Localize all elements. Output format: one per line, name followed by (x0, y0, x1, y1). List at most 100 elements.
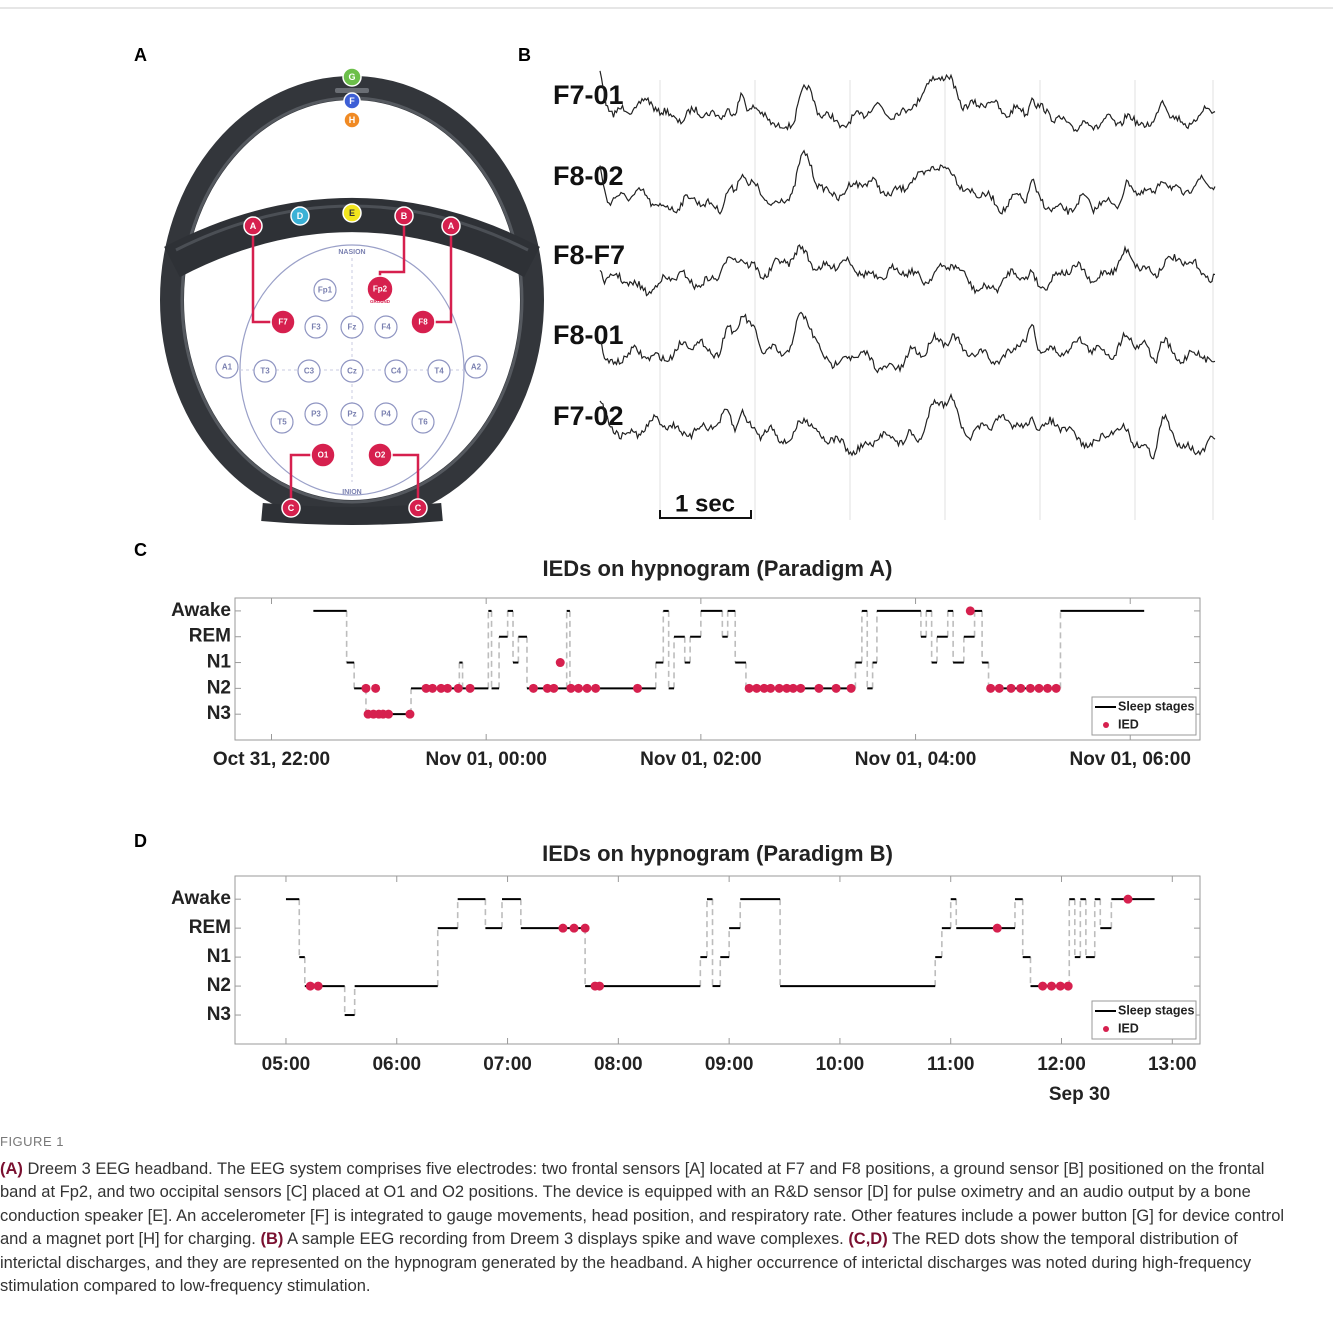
x-tick-label: 09:00 (705, 1054, 754, 1075)
electrode (427, 359, 451, 383)
eeg-trace (599, 311, 1216, 374)
ied-dot (443, 683, 453, 693)
ied-dot (1047, 981, 1057, 991)
plot-frame (234, 597, 1201, 741)
ied-dot (1055, 981, 1065, 991)
channel-label: F7-01 (553, 80, 624, 110)
x-tick-label: Nov 01, 04:00 (855, 749, 976, 770)
legend-label: IED (1118, 1021, 1139, 1035)
electrode-label: P4 (381, 410, 391, 419)
electrode-label: G (348, 72, 355, 82)
ied-dot (569, 923, 579, 933)
figure: G FH A D E B A Fp1 Fp2 F7 F3 Fz F4 F8 A1 T3 C3 Cz C4 T4 A2 T5… (0, 7, 1333, 1105)
electrode (441, 216, 461, 236)
electrode-label: Cz (347, 367, 357, 376)
electrode-label: D (297, 211, 304, 221)
ied-dot (383, 709, 393, 719)
x-tick-label: Oct 31, 22:00 (213, 749, 330, 770)
ied-dot (1043, 683, 1053, 693)
electrode-label: Fp1 (318, 286, 333, 295)
ied-dot (371, 683, 381, 693)
ied-dot (752, 683, 762, 693)
electrode (304, 402, 328, 426)
electrode (310, 442, 336, 468)
eeg-trace (599, 70, 1216, 133)
electrode (374, 315, 398, 339)
ied-dot (436, 683, 446, 693)
electrode-label: F7 (278, 318, 288, 327)
ied-dot (846, 683, 856, 693)
panel-label: C (134, 540, 147, 560)
electrode (464, 355, 488, 379)
ied-dot (766, 683, 776, 693)
electrode-label: Fz (348, 323, 357, 332)
electrode-label: F4 (381, 323, 391, 332)
electrode (340, 315, 364, 339)
legend-swatch (1103, 1026, 1109, 1032)
caption-part: (A) (0, 1159, 23, 1178)
ied-dot (1025, 683, 1035, 693)
electrode (411, 410, 435, 434)
ied-dot (305, 981, 315, 991)
electrode (342, 203, 362, 223)
ied-dot (965, 606, 975, 616)
electrode (215, 355, 239, 379)
ied-dot (1006, 683, 1016, 693)
ied-dot (542, 683, 552, 693)
ied-dot (591, 683, 601, 693)
ied-dot (313, 981, 323, 991)
electrode-label: Pz (347, 410, 356, 419)
legend-label: Sleep stages (1118, 1003, 1194, 1017)
ied-dot (782, 683, 792, 693)
ied-dot (558, 923, 568, 933)
electrode-label: B (401, 211, 408, 221)
x-tick-label: 07:00 (483, 1054, 532, 1075)
electrode-label: O2 (375, 451, 386, 460)
caption-text: (A) Dreem 3 EEG headband. The EEG system… (0, 1158, 1300, 1299)
caption-part: (C,D) (848, 1230, 888, 1248)
caption: FIGURE 1 (A) Dreem 3 EEG headband. The E… (0, 1130, 1300, 1299)
channel-label: F8-02 (553, 161, 624, 191)
x-sublabel: Sep 30 (1049, 1084, 1110, 1105)
ied-dot (421, 683, 431, 693)
ied-dot (992, 923, 1002, 933)
scale-label: 1 sec (675, 490, 735, 517)
ied-dot (555, 658, 565, 668)
legend-swatch (1103, 722, 1109, 728)
ied-dot (1123, 894, 1133, 904)
electrode (270, 309, 296, 335)
electrode-label: T5 (277, 418, 287, 427)
electrode-label: H (349, 115, 356, 125)
electrode-label: T4 (434, 367, 444, 376)
electrode (342, 67, 362, 87)
panel-label: D (134, 831, 147, 851)
button (335, 88, 369, 93)
eeg-traces: F7-01 F8-02 F8-F7 F8-01 F7-02 1 sec (553, 70, 1216, 520)
ied-dot (428, 683, 438, 693)
electrode (290, 206, 310, 226)
channel-label: F8-F7 (553, 240, 625, 270)
panel-label: B (518, 45, 531, 65)
ied-dot (796, 683, 806, 693)
ied-dot (633, 683, 643, 693)
electrode-label: A1 (222, 363, 233, 372)
electrode (270, 410, 294, 434)
electrode (281, 498, 301, 518)
y-tick-label: Awake (171, 888, 231, 909)
caption-part: A sample EEG recording from Dreem 3 disp… (283, 1230, 849, 1248)
chart-title: IEDs on hypnogram (Paradigm B) (542, 841, 893, 866)
electrode-label: C (288, 503, 295, 513)
x-tick-label: 10:00 (816, 1054, 865, 1075)
electrode-label: T6 (418, 418, 428, 427)
ied-dot (1016, 683, 1026, 693)
electrode (366, 275, 394, 303)
channel-label: F7-02 (553, 401, 624, 431)
x-tick-label: 11:00 (927, 1054, 975, 1075)
ied-dot (744, 683, 754, 693)
eeg-trace (599, 244, 1216, 297)
landmark-label: NASION (338, 249, 365, 256)
electrode (374, 402, 398, 426)
legend-box (1091, 696, 1197, 736)
ied-dot (759, 683, 769, 693)
